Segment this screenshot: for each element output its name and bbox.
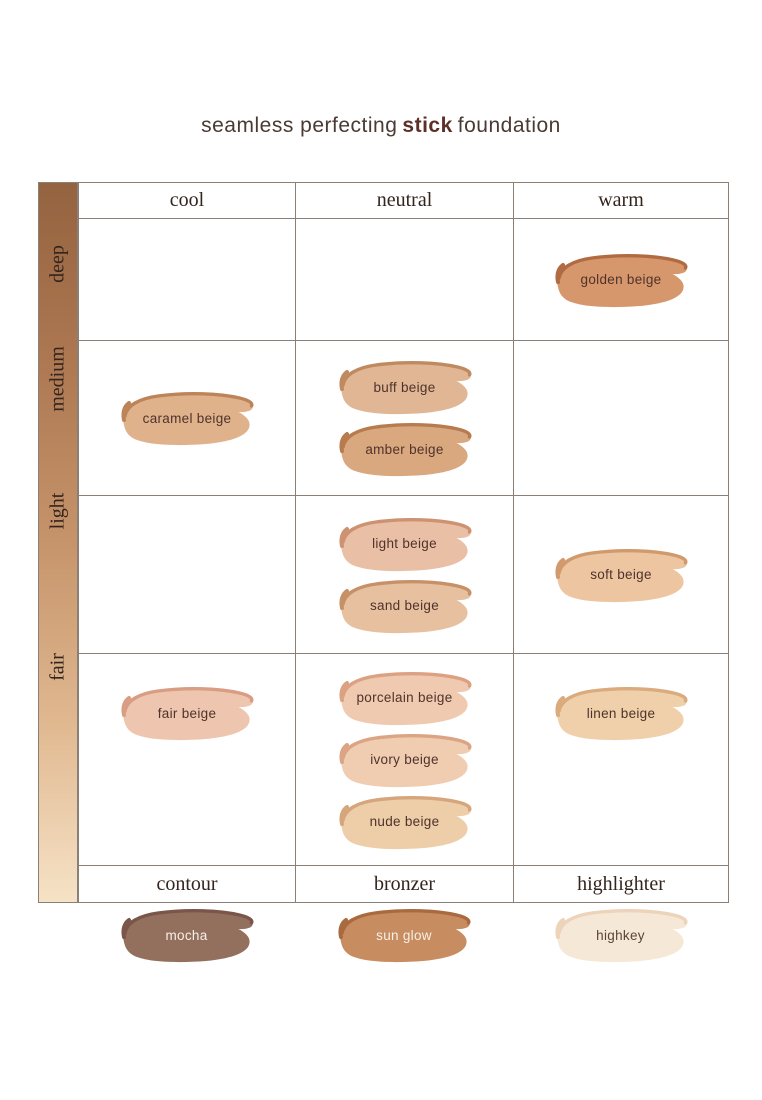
- smear-shape: [120, 908, 253, 963]
- shade-label: caramel beige: [142, 410, 232, 426]
- smear-shape: [554, 908, 687, 963]
- smear-shape: [338, 517, 471, 571]
- cell-deep-warm: golden beige: [514, 219, 729, 341]
- cell-fair-cool: fair beige: [79, 654, 296, 866]
- shade-swatch-soft-beige: soft beige: [546, 546, 696, 604]
- shade-swatch-porcelain-beige: porcelain beige: [330, 669, 480, 727]
- row-label-deep: deep: [46, 245, 69, 283]
- shade-swatch-mocha: mocha: [112, 906, 262, 964]
- footer-header-contour: contour: [79, 866, 296, 903]
- cell-medium-cool: caramel beige: [79, 341, 296, 496]
- shade-label: golden beige: [580, 272, 662, 287]
- smear-shape: [121, 686, 254, 741]
- shade-swatch-amber-beige: amber beige: [330, 420, 480, 478]
- shade-label: linen beige: [586, 705, 656, 721]
- extra-cell-highlighter: highkey: [513, 906, 728, 964]
- smear-shape: [338, 360, 471, 415]
- smear-shape: [338, 671, 471, 725]
- column-header-neutral: neutral: [296, 183, 514, 219]
- smear-shape: [338, 422, 471, 477]
- cell-medium-neutral: buff beige amber beige: [296, 341, 514, 496]
- cell-fair-warm: linen beige: [514, 654, 729, 866]
- cell-light-warm: soft beige: [514, 496, 729, 654]
- shade-swatch-sand-beige: sand beige: [330, 577, 480, 635]
- row-label-fair: fair: [46, 653, 69, 681]
- cell-light-cool: [79, 496, 296, 654]
- cell-light-neutral: light beige sand beige: [296, 496, 514, 654]
- shade-label: fair beige: [157, 705, 217, 721]
- shade-label: light beige: [372, 536, 437, 551]
- smear-shape: [338, 908, 471, 963]
- extra-cell-bronzer: sun glow: [295, 906, 513, 964]
- extras-row: mocha sun glow highkey: [78, 906, 728, 964]
- page-title: seamless perfecting stick foundation: [0, 114, 762, 138]
- shade-swatch-light-beige: light beige: [330, 515, 480, 573]
- smear-shape: [555, 253, 688, 307]
- shade-swatch-caramel-beige: caramel beige: [112, 389, 262, 447]
- shade-swatch-nude-beige: nude beige: [330, 793, 480, 851]
- shade-label: sand beige: [369, 598, 440, 613]
- shade-swatch-buff-beige: buff beige: [330, 358, 480, 416]
- cell-deep-cool: [79, 219, 296, 341]
- shade-label: highkey: [596, 927, 645, 943]
- cell-deep-neutral: [296, 219, 514, 341]
- shade-label: buff beige: [373, 379, 436, 395]
- smear-shape: [338, 795, 471, 849]
- row-label-light: light: [46, 492, 69, 530]
- extra-cell-contour: mocha: [78, 906, 295, 964]
- shade-swatch-sun-glow: sun glow: [329, 906, 479, 964]
- smear-shape: [338, 733, 471, 787]
- shade-swatch-ivory-beige: ivory beige: [330, 731, 480, 789]
- smear-shape: [555, 548, 688, 602]
- shade-swatch-golden-beige: golden beige: [546, 251, 696, 309]
- smear-shape: [555, 686, 688, 741]
- shade-label: soft beige: [590, 567, 652, 582]
- title-post: foundation: [457, 114, 561, 137]
- column-header-cool: cool: [79, 183, 296, 219]
- shade-label: ivory beige: [370, 752, 439, 767]
- smear-shape: [338, 579, 471, 633]
- shade-swatch-fair-beige: fair beige: [112, 684, 262, 742]
- title-bold: stick: [402, 114, 453, 137]
- shade-grid: cool neutral warm golden beige caramel b…: [78, 182, 729, 903]
- shade-swatch-linen-beige: linen beige: [546, 684, 696, 742]
- shade-swatch-highkey: highkey: [546, 906, 696, 964]
- footer-header-bronzer: bronzer: [296, 866, 514, 903]
- shade-label: mocha: [165, 927, 208, 943]
- footer-header-highlighter: highlighter: [514, 866, 729, 903]
- shade-label: porcelain beige: [356, 690, 453, 705]
- smear-shape: [121, 391, 254, 446]
- shade-label: amber beige: [365, 441, 444, 457]
- shade-label: nude beige: [369, 814, 440, 829]
- cell-fair-neutral: porcelain beige ivory beige nude beige: [296, 654, 514, 866]
- shade-label: sun glow: [376, 927, 432, 943]
- row-label-medium: medium: [46, 346, 69, 412]
- column-header-warm: warm: [514, 183, 729, 219]
- title-pre: seamless perfecting: [201, 114, 398, 137]
- skin-tone-gradient-strip: deep medium light fair: [38, 182, 78, 903]
- cell-medium-warm: [514, 341, 729, 496]
